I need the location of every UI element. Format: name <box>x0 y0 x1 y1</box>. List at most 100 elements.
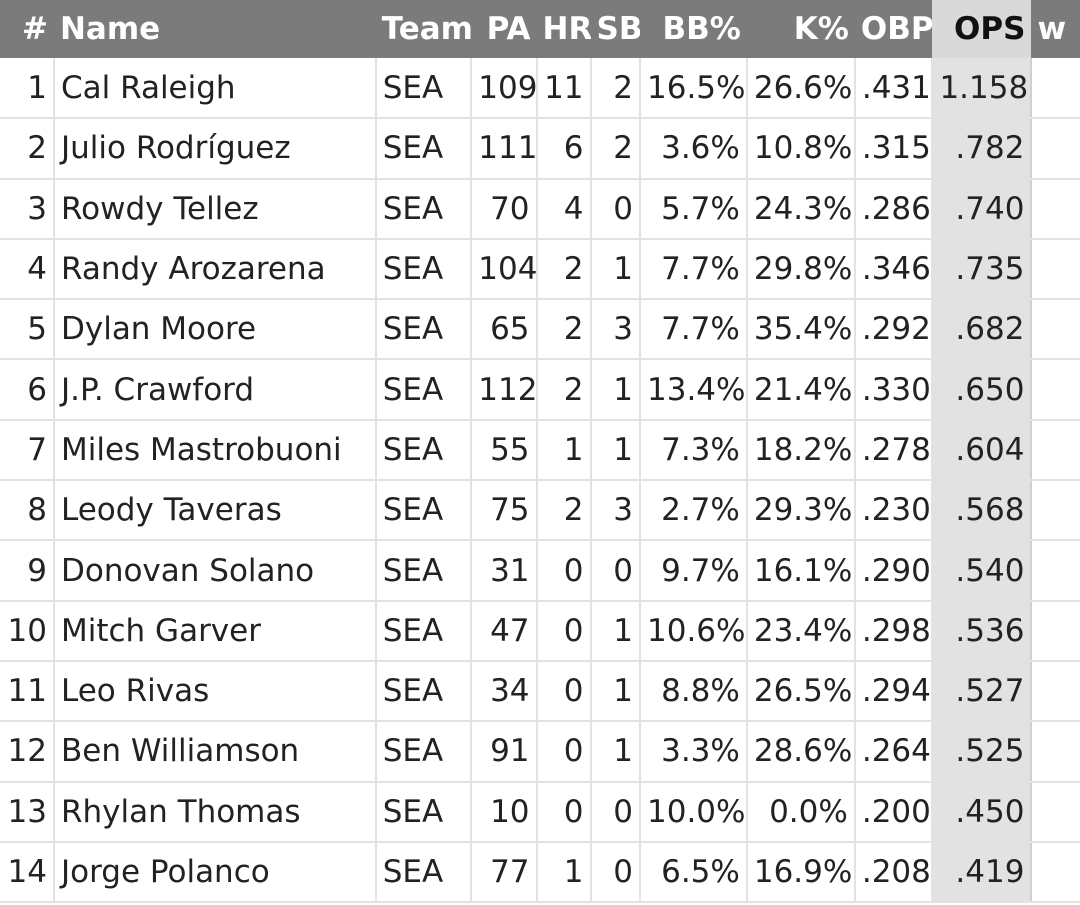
cell-hr: 1 <box>536 841 592 904</box>
cell-hr: 0 <box>536 540 592 602</box>
table-row[interactable]: 13 Rhylan Thomas SEA 10 0 0 10.0% 0.0% .200.450 <box>0 781 1080 843</box>
table-row[interactable]: 7 Miles Mastrobuoni SEA 55 1 1 7.3% 18.2% .278.6… <box>0 419 1080 482</box>
table-row[interactable]: 4 Randy Arozarena SEA 104 2 1 7.7% 29.8% .346.73… <box>0 238 1080 301</box>
cell-pa: 70 <box>471 178 538 240</box>
cell-rank: 10 <box>0 600 55 662</box>
column-header-obp[interactable]: OBP <box>860 11 933 47</box>
cell-team: SEA <box>375 299 473 361</box>
cell-pa: 91 <box>471 721 538 783</box>
column-header-k-pct[interactable]: K% <box>793 11 849 47</box>
column-header-hr[interactable]: HR <box>542 11 591 47</box>
cell-player-name[interactable]: Leody Taveras <box>53 480 377 542</box>
cell-hr: 0 <box>536 781 592 843</box>
column-header-rank[interactable]: # <box>22 11 48 47</box>
cell-rank: 4 <box>0 238 55 301</box>
column-header-bb-pct[interactable]: BB% <box>662 11 741 47</box>
table-row[interactable]: 10 Mitch Garver SEA 47 0 1 10.6% 23.4% .298.536 <box>0 600 1080 662</box>
table-row[interactable]: 6 J.P. Crawford SEA 112 2 1 13.4% 21.4% .330.650 <box>0 359 1080 421</box>
cell-player-name[interactable]: Cal Raleigh <box>53 58 377 120</box>
cell-truncated <box>1031 299 1080 361</box>
cell-sb: 1 <box>590 238 642 301</box>
cell-player-name[interactable]: J.P. Crawford <box>53 359 377 421</box>
table-row[interactable]: 1 Cal Raleigh SEA 109 11 2 16.5% 26.6% .431 1.158 <box>0 58 1080 120</box>
cell-ops: .540 <box>932 540 1033 602</box>
table-header-row: # Name Team PA HR SB BB% K% OBP OPS w <box>0 0 1080 58</box>
table-row[interactable]: 14 Jorge Polanco SEA 77 1 0 6.5% 16.9% .208.419 <box>0 841 1080 904</box>
cell-k-pct: 23.4% <box>746 600 856 662</box>
column-header-sb[interactable]: SB <box>596 11 640 47</box>
cell-ops: .450 <box>932 781 1033 843</box>
cell-bb-pct: 5.7% <box>640 178 748 240</box>
table-row[interactable]: 9 Donovan Solano SEA 31 0 0 9.7% 16.1% .290.540 <box>0 540 1080 602</box>
cell-sb: 3 <box>590 480 642 542</box>
cell-player-name[interactable]: Jorge Polanco <box>53 841 377 904</box>
cell-k-pct: 21.4% <box>746 359 856 421</box>
cell-team: SEA <box>375 480 473 542</box>
cell-k-pct: 24.3% <box>746 178 856 240</box>
table-body: 1 Cal Raleigh SEA 109 11 2 16.5% 26.6% .431 1.158… <box>0 58 1080 904</box>
column-header-name[interactable]: Name <box>59 11 161 47</box>
column-header-pa[interactable]: PA <box>486 11 531 47</box>
cell-pa: 109 <box>471 58 538 120</box>
cell-team: SEA <box>375 841 473 904</box>
cell-player-name[interactable]: Mitch Garver <box>53 600 377 662</box>
table-row[interactable]: 11 Leo Rivas SEA 34 0 1 8.8% 26.5% .294.527 <box>0 660 1080 723</box>
cell-ops: .650 <box>932 359 1033 421</box>
cell-k-pct: 26.6% <box>746 58 856 120</box>
cell-pa: 112 <box>471 359 538 421</box>
cell-bb-pct: 7.7% <box>640 299 748 361</box>
cell-sb: 0 <box>590 841 642 904</box>
column-header-truncated[interactable]: w <box>1037 11 1067 47</box>
cell-obp: .200 <box>854 781 934 843</box>
cell-rank: 6 <box>0 359 55 421</box>
cell-obp: .298 <box>854 600 934 662</box>
cell-rank: 2 <box>0 118 55 180</box>
cell-hr: 2 <box>536 480 592 542</box>
cell-sb: 1 <box>590 721 642 783</box>
cell-hr: 0 <box>536 600 592 662</box>
cell-bb-pct: 6.5% <box>640 841 748 904</box>
cell-pa: 65 <box>471 299 538 361</box>
cell-player-name[interactable]: Rhylan Thomas <box>53 781 377 843</box>
cell-bb-pct: 10.0% <box>640 781 748 843</box>
cell-sb: 3 <box>590 299 642 361</box>
cell-player-name[interactable]: Rowdy Tellez <box>53 178 377 240</box>
cell-hr: 0 <box>536 660 592 723</box>
cell-truncated <box>1031 600 1080 662</box>
cell-obp: .286 <box>854 178 934 240</box>
column-header-team[interactable]: Team <box>381 11 472 47</box>
cell-team: SEA <box>375 118 473 180</box>
cell-team: SEA <box>375 58 473 120</box>
cell-player-name[interactable]: Julio Rodríguez <box>53 118 377 180</box>
cell-ops: 1.158 <box>932 58 1033 120</box>
cell-team: SEA <box>375 359 473 421</box>
cell-player-name[interactable]: Miles Mastrobuoni <box>53 419 377 482</box>
cell-truncated <box>1031 781 1080 843</box>
cell-obp: .208 <box>854 841 934 904</box>
cell-ops: .682 <box>932 299 1033 361</box>
cell-player-name[interactable]: Dylan Moore <box>53 299 377 361</box>
cell-player-name[interactable]: Randy Arozarena <box>53 238 377 301</box>
cell-rank: 9 <box>0 540 55 602</box>
cell-obp: .264 <box>854 721 934 783</box>
cell-player-name[interactable]: Leo Rivas <box>53 660 377 723</box>
table-row[interactable]: 3 Rowdy Tellez SEA 70 4 0 5.7% 24.3% .286.740 <box>0 178 1080 240</box>
table-row[interactable]: 2 Julio Rodríguez SEA 111 6 2 3.6% 10.8% .315.78… <box>0 118 1080 180</box>
cell-pa: 34 <box>471 660 538 723</box>
column-header-ops-sorted[interactable]: OPS <box>932 0 1032 58</box>
cell-truncated <box>1031 419 1080 482</box>
table-row[interactable]: 5 Dylan Moore SEA 65 2 3 7.7% 35.4% .292.682 <box>0 299 1080 361</box>
table-row[interactable]: 8 Leody Taveras SEA 75 2 3 2.7% 29.3% .230.568 <box>0 480 1080 542</box>
cell-rank: 14 <box>0 841 55 904</box>
cell-obp: .431 <box>854 58 934 120</box>
cell-rank: 8 <box>0 480 55 542</box>
cell-bb-pct: 7.3% <box>640 419 748 482</box>
cell-player-name[interactable]: Donovan Solano <box>53 540 377 602</box>
cell-pa: 47 <box>471 600 538 662</box>
cell-player-name[interactable]: Ben Williamson <box>53 721 377 783</box>
cell-pa: 104 <box>471 238 538 301</box>
table-row[interactable]: 12 Ben Williamson SEA 91 0 1 3.3% 28.6% .264.525 <box>0 721 1080 783</box>
cell-pa: 55 <box>471 419 538 482</box>
cell-sb: 0 <box>590 781 642 843</box>
cell-bb-pct: 7.7% <box>640 238 748 301</box>
